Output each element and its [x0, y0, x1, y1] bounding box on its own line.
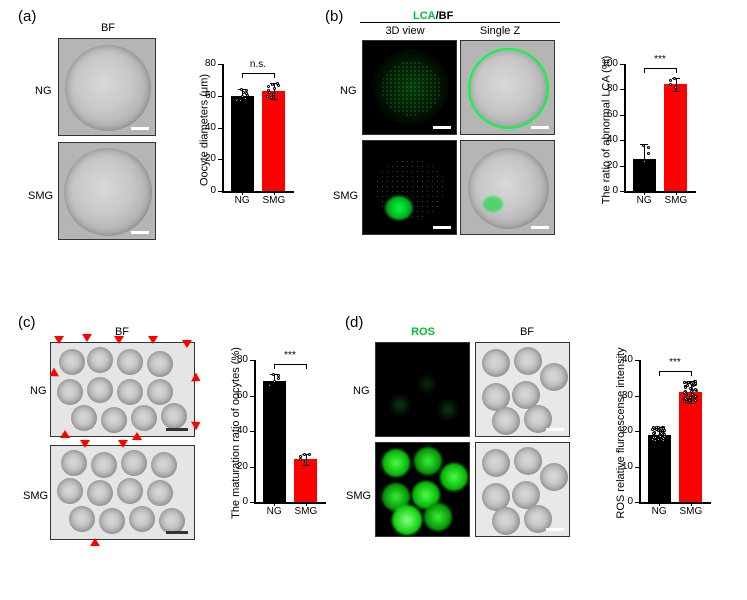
header-b-lca: LCA [413, 10, 436, 22]
header-b-3d: 3D view [375, 25, 435, 37]
header-d-ros: ROS [403, 326, 443, 338]
panel-label-c: (c) [18, 314, 36, 331]
panel-label-a: (a) [18, 8, 36, 25]
row-b-ng: NG [340, 85, 357, 97]
chart-a: 020406080Oocyte diameters (μm)NGSMGn.s. [198, 44, 298, 219]
panel-label-b: (b) [325, 8, 343, 25]
row-d-smg: SMG [346, 490, 371, 502]
row-c-smg: SMG [23, 490, 48, 502]
header-d-bf: BF [512, 326, 542, 338]
header-a-bf: BF [93, 22, 123, 34]
chart-d: 010203040ROS relative fluroescense inten… [615, 340, 715, 530]
chart-b: 020406080100The ratio of abnormal LCA (%… [600, 44, 700, 219]
row-c-ng: NG [30, 385, 47, 397]
panel-label-d: (d) [345, 314, 363, 331]
header-b-single: Single Z [470, 25, 530, 37]
row-a-smg: SMG [28, 190, 53, 202]
chart-c: 020406080The maturation ratio of oocytes… [230, 340, 330, 530]
row-d-ng: NG [353, 385, 370, 397]
header-b-bf: /BF [436, 10, 454, 22]
row-b-smg: SMG [333, 190, 358, 202]
row-a-ng: NG [35, 85, 52, 97]
